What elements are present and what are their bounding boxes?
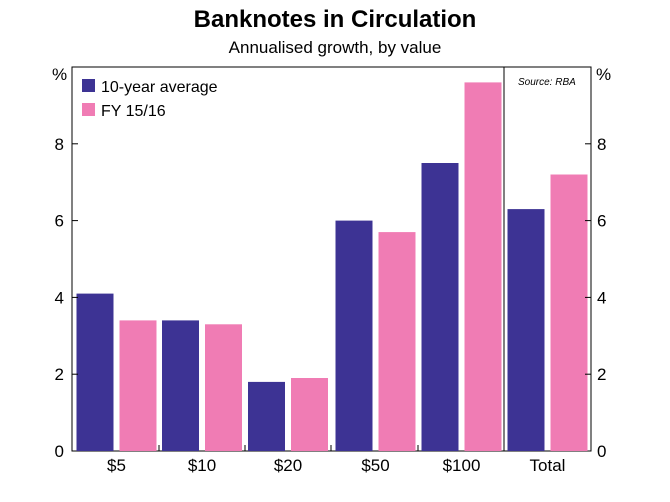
x-tick-label: $50 (361, 456, 389, 475)
x-tick-label: $5 (107, 456, 126, 475)
legend-label-fy-15-16: FY 15/16 (101, 103, 166, 120)
y-tick-label-left: 4 (55, 288, 64, 307)
y-tick-label-right: 0 (597, 442, 606, 461)
y-ticks-group: 0 0 2 2 4 4 6 6 8 8 (55, 135, 607, 461)
x-tick-label: $20 (274, 456, 302, 475)
y-tick-label-right: 4 (597, 288, 606, 307)
legend-swatch-fy-15-16 (82, 103, 95, 116)
source-note: Source: RBA (518, 77, 576, 88)
legend-swatch-10-year-average (82, 79, 95, 92)
bar-fy-15-16-total (550, 174, 588, 451)
y-axis-unit-right: % (596, 65, 611, 84)
y-tick-label-left: 8 (55, 135, 64, 154)
bar-10-year-average-usd20 (248, 381, 285, 451)
y-tick-label-right: 2 (597, 365, 606, 384)
bar-fy-15-16-usd5 (119, 320, 157, 451)
y-axis-unit-left: % (52, 65, 67, 84)
chart-title: Banknotes in Circulation (193, 6, 477, 33)
bar-10-year-average-usd100 (421, 163, 459, 451)
y-tick-label-left: 2 (55, 365, 64, 384)
x-tick-label: Total (530, 456, 566, 475)
x-ticks-group: $5 $10 $20 $50 $100 Total (107, 445, 565, 475)
bar-fy-15-16-usd20 (291, 378, 328, 451)
y-tick-label-right: 6 (597, 212, 606, 231)
y-tick-label-left: 6 (55, 212, 64, 231)
bar-fy-15-16-usd100 (464, 82, 502, 452)
bar-fy-15-16-usd50 (378, 232, 416, 451)
bar-10-year-average-usd5 (76, 293, 114, 451)
legend: 10-year average FY 15/16 (82, 79, 218, 120)
legend-label-10-year-average: 10-year average (101, 79, 218, 96)
y-tick-label-left: 0 (55, 442, 64, 461)
bar-10-year-average-usd10 (162, 320, 199, 451)
y-tick-label-right: 8 (597, 135, 606, 154)
bar-10-year-average-total (507, 209, 545, 451)
bar-10-year-average-usd50 (335, 220, 373, 451)
x-tick-label: $10 (188, 456, 216, 475)
bars-group (76, 82, 588, 452)
chart-subtitle: Annualised growth, by value (228, 38, 442, 57)
bar-fy-15-16-usd10 (205, 324, 242, 451)
x-tick-label: $100 (443, 456, 481, 475)
